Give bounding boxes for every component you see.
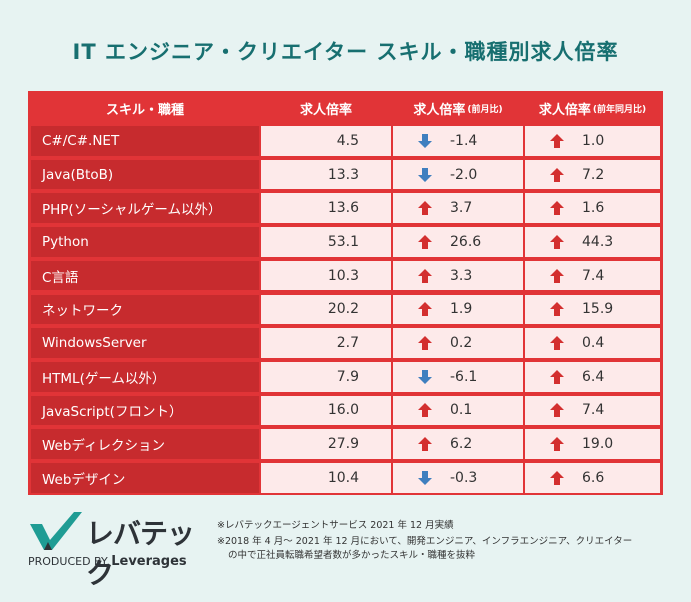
arrow-up-icon: [418, 268, 432, 283]
header-mom: 求人倍率 (前月比): [413, 102, 503, 118]
table-row: WindowsServer 2.7 0.2 0.4: [28, 326, 663, 360]
arrow-up-icon: [418, 302, 432, 317]
arrow-up-icon: [550, 167, 564, 182]
table-row: PHP(ソーシャルゲーム以外） 13.6 3.7 1.6: [28, 191, 663, 225]
cell-mom: -0.3: [393, 463, 523, 493]
cell-yoy: 6.4: [525, 361, 660, 392]
logo-name: レバテック: [86, 517, 195, 590]
cell-rate: 2.7: [261, 328, 391, 358]
arrow-down-icon: [418, 369, 432, 384]
table-header: スキル・職種 求人倍率 求人倍率 (前月比) 求人倍率 (前年同月比): [28, 91, 663, 125]
cell-rate: 16.0: [261, 395, 391, 426]
cell-mom: -6.1: [393, 361, 523, 392]
cell-skill: WindowsServer: [31, 328, 259, 358]
page-title: IT エンジニア・クリエイター スキル・職種別求人倍率: [72, 40, 619, 64]
job-ratio-table: スキル・職種 求人倍率 求人倍率 (前月比) 求人倍率 (前年同月比) C#/C#.…: [28, 91, 663, 495]
cell-mom: 0.2: [393, 328, 523, 358]
table-row: ネットワーク 20.2 1.9 15.9: [28, 293, 663, 327]
arrow-up-icon: [550, 470, 564, 485]
cell-yoy: 7.4: [525, 395, 660, 426]
cell-yoy: 7.4: [525, 260, 660, 291]
cell-yoy: 7.2: [525, 159, 660, 190]
cell-mom: -2.0: [393, 159, 523, 190]
cell-mom: 0.1: [393, 395, 523, 426]
table-row: Java(BtoB) 13.3 -2.0 7.2: [28, 158, 663, 192]
arrow-up-icon: [550, 268, 564, 283]
table-row: C言語 10.3 3.3 7.4: [28, 259, 663, 293]
logo-produced-by: PRODUCED BY Leverages: [28, 554, 187, 569]
arrow-up-icon: [418, 437, 432, 452]
arrow-up-icon: [418, 201, 432, 216]
arrow-up-icon: [550, 133, 564, 148]
table-row: JavaScript(フロント） 16.0 0.1 7.4: [28, 394, 663, 428]
arrow-up-icon: [418, 336, 432, 351]
arrow-up-icon: [550, 201, 564, 216]
arrow-up-icon: [550, 369, 564, 384]
note-source: ※レバテックエージェントサービス 2021 年 12 月実績: [217, 520, 454, 531]
arrow-up-icon: [550, 403, 564, 418]
arrow-up-icon: [550, 336, 564, 351]
cell-skill: ネットワーク: [31, 294, 259, 325]
cell-rate: 13.3: [261, 159, 391, 190]
cell-skill: JavaScript(フロント）: [31, 395, 259, 426]
arrow-down-icon: [418, 470, 432, 485]
table-row: Webデザイン 10.4 -0.3 6.6: [28, 461, 663, 495]
cell-rate: 10.4: [261, 463, 391, 493]
cell-yoy: 1.0: [525, 126, 660, 156]
cell-rate: 4.5: [261, 126, 391, 156]
cell-rate: 13.6: [261, 193, 391, 224]
cell-mom: 26.6: [393, 227, 523, 257]
table-row: C#/C#.NET 4.5 -1.4 1.0: [28, 124, 663, 158]
header-rate: 求人倍率: [299, 102, 352, 118]
cell-mom: 3.7: [393, 193, 523, 224]
cell-rate: 7.9: [261, 361, 391, 392]
header-skill: スキル・職種: [105, 102, 184, 118]
cell-rate: 10.3: [261, 260, 391, 291]
table-row: Webディレクション 27.9 6.2 19.0: [28, 427, 663, 461]
cell-yoy: 0.4: [525, 328, 660, 358]
arrow-down-icon: [418, 133, 432, 148]
note-period: ※2018 年 4 月〜 2021 年 12 月において、開発エンジニア、インフ…: [217, 536, 633, 561]
cell-mom: -1.4: [393, 126, 523, 156]
cell-skill: Webデザイン: [31, 463, 259, 493]
cell-skill: PHP(ソーシャルゲーム以外）: [31, 193, 259, 224]
cell-rate: 20.2: [261, 294, 391, 325]
cell-mom: 3.3: [393, 260, 523, 291]
cell-skill: Java(BtoB): [31, 159, 259, 190]
arrow-up-icon: [550, 302, 564, 317]
cell-yoy: 19.0: [525, 429, 660, 459]
cell-mom: 6.2: [393, 429, 523, 459]
cell-skill: C#/C#.NET: [31, 126, 259, 156]
arrow-up-icon: [418, 403, 432, 418]
cell-yoy: 6.6: [525, 463, 660, 493]
cell-yoy: 1.6: [525, 193, 660, 224]
table-row: HTML(ゲーム以外） 7.9 -6.1 6.4: [28, 360, 663, 394]
cell-yoy: 44.3: [525, 227, 660, 257]
arrow-up-icon: [418, 234, 432, 249]
logo-mark-icon: [30, 512, 82, 550]
cell-skill: Python: [31, 227, 259, 257]
cell-skill: C言語: [31, 260, 259, 291]
levtech-logo: レバテック PRODUCED BY Leverages: [28, 510, 208, 590]
header-yoy: 求人倍率 (前年同月比): [538, 102, 647, 118]
cell-mom: 1.9: [393, 294, 523, 325]
cell-skill: Webディレクション: [31, 429, 259, 459]
arrow-down-icon: [418, 167, 432, 182]
arrow-up-icon: [550, 234, 564, 249]
cell-rate: 53.1: [261, 227, 391, 257]
cell-yoy: 15.9: [525, 294, 660, 325]
cell-skill: HTML(ゲーム以外）: [31, 361, 259, 392]
arrow-up-icon: [550, 437, 564, 452]
table-row: Python 53.1 26.6 44.3: [28, 225, 663, 259]
cell-rate: 27.9: [261, 429, 391, 459]
